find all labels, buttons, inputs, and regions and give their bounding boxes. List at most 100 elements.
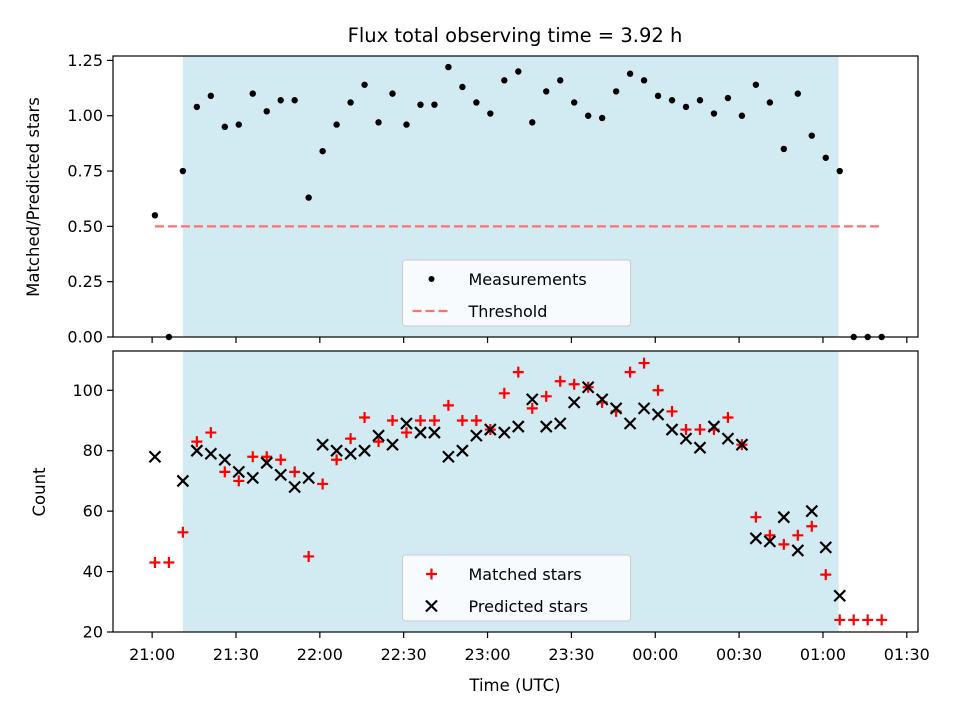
- bottom-panel: 20 40 60 80 100 21:00 21:30 22:00 22:30 23:00 23:3…: [72, 350, 930, 664]
- matched-stars-point: [219, 466, 231, 478]
- predicted-stars-point: [274, 468, 287, 482]
- matched-stars-point: [456, 414, 468, 426]
- top-y-axis-label: Matched/Predicted stars: [24, 97, 43, 297]
- matched-stars-point: [792, 529, 804, 541]
- measurements-point: [473, 99, 480, 106]
- matched-stars-point: [149, 557, 161, 569]
- predicted-stars-legend-marker: [425, 599, 438, 613]
- measurements-point: [515, 68, 522, 75]
- measurements-point: [403, 121, 410, 128]
- matched-stars-point: [638, 357, 650, 369]
- bottom-axes-frame: [112, 350, 919, 633]
- bottom-x-tick-label: 23:30: [548, 645, 594, 664]
- matched-stars-point: [834, 614, 846, 626]
- matched-stars-point: [764, 529, 776, 541]
- matched-stars-point: [876, 614, 888, 626]
- measurements-point: [682, 103, 690, 111]
- predicted-stars-point: [595, 393, 609, 406]
- matched-stars-point: [331, 454, 343, 466]
- matched-stars-point: [191, 436, 203, 448]
- matched-stars-legend-label: Matched stars: [469, 565, 582, 584]
- measurements-point: [487, 110, 494, 117]
- measurements-point: [179, 167, 187, 175]
- matched-stars-point: [820, 569, 832, 581]
- matched-stars-point: [722, 411, 734, 423]
- measurements-point: [249, 90, 256, 97]
- predicted-stars-point: [232, 465, 246, 479]
- predicted-stars-point: [581, 380, 595, 394]
- measurements-point: [431, 101, 438, 108]
- measurements-point: [529, 119, 536, 126]
- predicted-stars-point: [456, 444, 469, 457]
- predicted-stars-point: [539, 420, 553, 433]
- predicted-stars-point: [665, 423, 679, 436]
- measurements-point: [319, 147, 326, 155]
- bottom-y-tick-label: 80: [83, 441, 103, 460]
- bottom-legend-box: [402, 554, 631, 622]
- predicted-stars-point: [484, 423, 497, 436]
- top-y-tick-label: 0.50: [67, 217, 103, 236]
- predicted-stars-point: [735, 438, 749, 451]
- predicted-stars-point: [260, 456, 274, 470]
- matched-stars-point: [261, 451, 273, 463]
- predicted-stars-point: [218, 453, 232, 467]
- top-y-tick-label: 1.25: [67, 51, 103, 70]
- predicted-stars-point: [525, 393, 539, 406]
- measurements-point: [654, 92, 662, 100]
- measurements-point: [612, 88, 620, 95]
- matched-stars-point: [345, 433, 357, 445]
- measurements-point: [543, 88, 550, 95]
- matched-stars-point: [470, 414, 482, 426]
- predicted-stars-point: [512, 420, 525, 433]
- bottom-x-tick-label: 01:00: [800, 645, 846, 664]
- bottom-x-tick-label: 21:30: [213, 645, 259, 664]
- measurements-point: [263, 108, 270, 115]
- top-y-tick-label: 0.25: [67, 272, 103, 291]
- matched-stars-point: [442, 399, 454, 411]
- predicted-stars-point: [819, 541, 833, 554]
- measurements-point: [710, 110, 718, 117]
- matched-stars-point: [568, 378, 580, 390]
- predicted-stars-point: [442, 450, 455, 464]
- matched-stars-point: [624, 366, 636, 378]
- measurements-point: [445, 63, 452, 71]
- matched-stars-point: [750, 511, 762, 523]
- predicted-stars-point: [358, 444, 371, 457]
- measurements-point: [780, 145, 788, 153]
- measurements-point: [766, 99, 774, 106]
- predicted-stars-point: [679, 432, 693, 445]
- measurements-point: [501, 77, 508, 84]
- matched-stars-point: [652, 384, 664, 396]
- predicted-stars-point: [316, 438, 329, 451]
- measurements-point: [459, 83, 466, 91]
- matched-stars-point: [373, 436, 385, 448]
- predicted-stars-point: [246, 471, 260, 485]
- matched-stars-point: [778, 538, 790, 550]
- bottom-legend: Matched stars Predicted stars: [402, 554, 631, 622]
- measurements-point: [361, 81, 368, 88]
- predicted-stars-point: [693, 441, 707, 454]
- bottom-x-tick-label: 21:00: [129, 645, 175, 664]
- matched-stars-point: [498, 387, 510, 399]
- matched-stars-point: [554, 375, 566, 387]
- measurements-point: [598, 114, 606, 122]
- measurements-point: [375, 119, 382, 126]
- predicted-stars-point: [288, 480, 301, 494]
- matched-stars-point: [387, 414, 399, 426]
- predicted-stars-point: [749, 532, 763, 545]
- matched-stars-point: [275, 454, 287, 466]
- bottom-y-tick-label: 60: [83, 502, 103, 521]
- measurements-point: [207, 92, 215, 100]
- matched-stars-point: [862, 614, 874, 626]
- measurements-point: [151, 212, 159, 219]
- predicted-stars-point: [805, 504, 819, 518]
- predicted-stars-point: [190, 444, 204, 457]
- matched-stars-point: [205, 427, 217, 439]
- matched-stars-point: [303, 550, 315, 562]
- measurements-point: [794, 90, 802, 97]
- predicted-stars-point: [707, 420, 721, 433]
- predicted-stars-point: [372, 429, 385, 442]
- top-marks: [151, 63, 885, 341]
- measurements-point: [640, 77, 648, 84]
